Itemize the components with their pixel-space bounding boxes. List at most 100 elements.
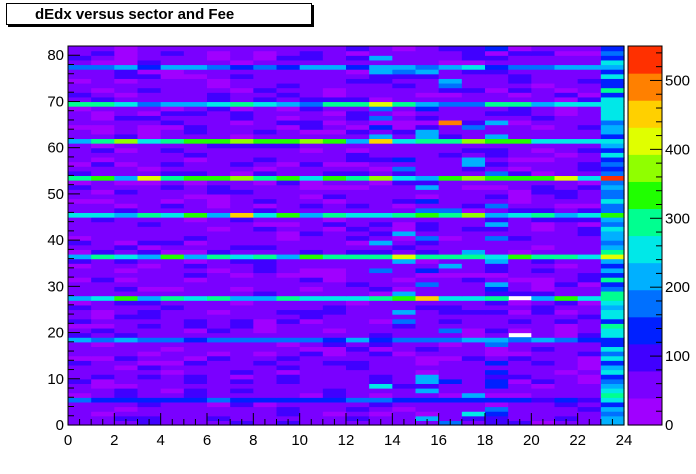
heatmap-cell: [322, 411, 347, 417]
heatmap-cell: [230, 221, 254, 227]
heatmap-cell: [577, 46, 602, 52]
heatmap-cell: [68, 175, 92, 181]
heatmap-cell: [346, 184, 370, 190]
heatmap-cell: [276, 286, 301, 292]
heatmap-cell: [346, 397, 370, 403]
heatmap-cell: [230, 59, 254, 66]
heatmap-cell: [346, 327, 370, 334]
heatmap-cell: [461, 55, 486, 61]
heatmap-cell: [531, 327, 556, 334]
heatmap-cell: [461, 240, 486, 246]
heatmap-cell: [230, 180, 254, 186]
heatmap-cell: [91, 198, 115, 204]
heatmap-cell: [230, 55, 254, 61]
heatmap-cell: [485, 184, 509, 190]
heatmap-cell: [114, 198, 139, 204]
heatmap-cell: [276, 355, 301, 361]
heatmap-cell: [577, 300, 602, 306]
heatmap-cell: [91, 207, 115, 213]
heatmap-cell: [299, 341, 324, 348]
heatmap-cell: [183, 314, 208, 320]
heatmap-cell: [438, 110, 463, 116]
heatmap-cell: [415, 124, 440, 130]
heatmap-cell: [253, 226, 278, 232]
heatmap-cell: [485, 46, 509, 52]
colorbar-swatch: [628, 127, 662, 155]
heatmap-cell: [207, 415, 231, 421]
heatmap-cell: [230, 397, 254, 403]
heatmap-cell: [346, 133, 370, 140]
heatmap-cell: [392, 309, 417, 315]
heatmap-cell: [438, 184, 463, 190]
heatmap-cell: [299, 383, 324, 389]
heatmap-cell: [207, 397, 231, 403]
heatmap-cell: [600, 59, 625, 66]
heatmap-cell: [207, 212, 231, 218]
heatmap-cell: [160, 318, 185, 324]
heatmap-cell: [346, 290, 370, 297]
heatmap-cell: [207, 235, 231, 241]
heatmap-cell: [346, 115, 370, 121]
heatmap-cell: [415, 189, 440, 195]
heatmap-cell: [137, 364, 162, 371]
heatmap-cell: [91, 217, 115, 223]
heatmap-cell: [114, 69, 139, 75]
heatmap-cell: [369, 87, 393, 93]
heatmap-cell: [114, 415, 139, 421]
heatmap-cell: [600, 346, 625, 352]
heatmap-cell: [230, 272, 254, 278]
heatmap-cell: [346, 341, 370, 348]
heatmap-cell: [461, 263, 486, 269]
heatmap-cell: [253, 124, 278, 130]
heatmap-cell: [276, 69, 301, 75]
heatmap-cell: [299, 351, 324, 357]
heatmap-cell: [183, 55, 208, 61]
heatmap-cell: [485, 337, 509, 343]
heatmap-cell: [276, 96, 301, 103]
heatmap-cell: [253, 415, 278, 421]
heatmap-cell: [415, 411, 440, 417]
heatmap-cell: [415, 212, 440, 218]
heatmap-cell: [438, 193, 463, 200]
heatmap-cell: [183, 161, 208, 167]
heatmap-cell: [299, 360, 324, 366]
heatmap-cell: [114, 170, 139, 177]
heatmap-cell: [392, 101, 417, 107]
heatmap-cell: [299, 332, 324, 338]
heatmap-cell: [160, 378, 185, 384]
heatmap-cell: [554, 249, 579, 255]
heatmap-cell: [438, 87, 463, 93]
heatmap-cell: [160, 314, 185, 320]
heatmap-cell: [276, 392, 301, 398]
heatmap-cell: [369, 96, 393, 103]
heatmap-cell: [207, 203, 231, 209]
heatmap-cell: [531, 133, 556, 140]
heatmap-cell: [91, 69, 115, 75]
heatmap-cell: [253, 212, 278, 218]
heatmap-cell: [392, 55, 417, 61]
heatmap-cell: [554, 193, 579, 200]
heatmap-cell: [531, 50, 556, 56]
heatmap-cell: [183, 235, 208, 241]
heatmap-cell: [68, 351, 92, 357]
heatmap-cell: [276, 378, 301, 384]
heatmap-cell: [438, 175, 463, 181]
heatmap-cell: [415, 258, 440, 264]
heatmap-cell: [461, 96, 486, 103]
heatmap-cell: [531, 364, 556, 371]
heatmap-cell: [299, 295, 324, 301]
heatmap-cell: [415, 244, 440, 250]
heatmap-cell: [91, 411, 115, 417]
heatmap-cell: [230, 170, 254, 177]
heatmap-cell: [207, 383, 231, 389]
heatmap-cell: [415, 378, 440, 384]
heatmap-cell: [392, 392, 417, 398]
heatmap-cell: [230, 152, 254, 158]
heatmap-cell: [508, 161, 532, 167]
heatmap-cell: [253, 55, 278, 61]
heatmap-cell: [299, 244, 324, 250]
heatmap-cell: [485, 392, 509, 398]
heatmap-cell: [392, 337, 417, 343]
heatmap-cell: [531, 415, 556, 421]
heatmap-cell: [207, 87, 231, 93]
